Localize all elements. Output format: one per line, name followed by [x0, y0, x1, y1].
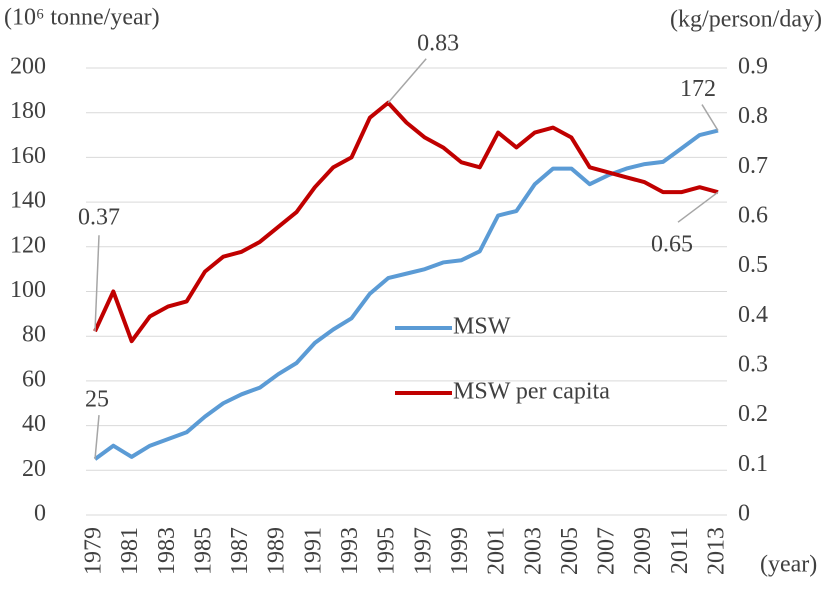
data-label: 25 — [85, 387, 109, 413]
x-tick-label: 2009 — [630, 527, 656, 575]
y-tick-label: 120 — [10, 232, 46, 258]
y-tick-label: 20 — [22, 456, 46, 482]
x-tick-label: 2001 — [484, 527, 510, 575]
y-axis-label: (10⁶ tonne/year) — [4, 5, 160, 31]
x-axis-label: (year) — [760, 552, 817, 578]
y-tick-label: 60 — [22, 366, 46, 392]
data-label: 0.65 — [651, 232, 693, 258]
data-label: 0.37 — [78, 205, 120, 231]
leader-line — [701, 104, 719, 131]
x-tick-label: 1981 — [117, 527, 143, 575]
x-tick-label: 1983 — [154, 527, 180, 575]
y2-tick-label: 0.4 — [738, 302, 768, 328]
y-tick-label: 100 — [10, 277, 46, 303]
leader-line — [387, 58, 427, 104]
leader-line — [677, 191, 719, 223]
legend-label: MSW per capita — [453, 379, 610, 405]
x-tick-label: 1991 — [300, 527, 326, 575]
x-tick-label: 1995 — [374, 527, 400, 575]
y2-tick-label: 0.9 — [738, 54, 768, 80]
y2-tick-label: 0.8 — [738, 103, 768, 129]
data-label: 172 — [680, 76, 716, 102]
x-tick-label: 1997 — [410, 527, 436, 575]
x-tick-label: 2011 — [667, 527, 693, 574]
x-tick-label: 1989 — [264, 527, 290, 575]
x-tick-label: 2005 — [557, 527, 583, 575]
y-tick-label: 140 — [10, 188, 46, 214]
y-tick-label: 180 — [10, 98, 46, 124]
y2-tick-label: 0.5 — [738, 252, 768, 278]
data-label: 0.83 — [417, 30, 459, 56]
y2-tick-label: 0.2 — [738, 401, 768, 427]
legend-label: MSW — [453, 314, 511, 340]
leader-line — [94, 415, 100, 460]
y-tick-label: 0 — [34, 501, 46, 527]
leader-line — [94, 235, 100, 332]
x-tick-label: 1999 — [447, 527, 473, 575]
x-tick-label: 1993 — [337, 527, 363, 575]
y-tick-label: 200 — [10, 54, 46, 80]
x-tick-label: 2013 — [704, 527, 730, 575]
y2-tick-label: 0.3 — [738, 352, 768, 378]
y2-tick-label: 0.7 — [738, 153, 768, 179]
x-tick-label: 2007 — [594, 527, 620, 575]
y2-tick-label: 0.1 — [738, 451, 768, 477]
y2-tick-label: 0.6 — [738, 203, 768, 229]
x-tick-label: 1987 — [227, 527, 253, 575]
y2-axis-label: (kg/person/day) — [670, 7, 822, 33]
y-tick-label: 160 — [10, 143, 46, 169]
x-tick-label: 1979 — [81, 527, 107, 575]
x-tick-label: 1985 — [190, 527, 216, 575]
x-tick-label: 2003 — [520, 527, 546, 575]
y-tick-label: 80 — [22, 322, 46, 348]
y2-tick-label: 0 — [738, 501, 750, 527]
y-tick-label: 40 — [22, 411, 46, 437]
series-line — [93, 100, 719, 344]
